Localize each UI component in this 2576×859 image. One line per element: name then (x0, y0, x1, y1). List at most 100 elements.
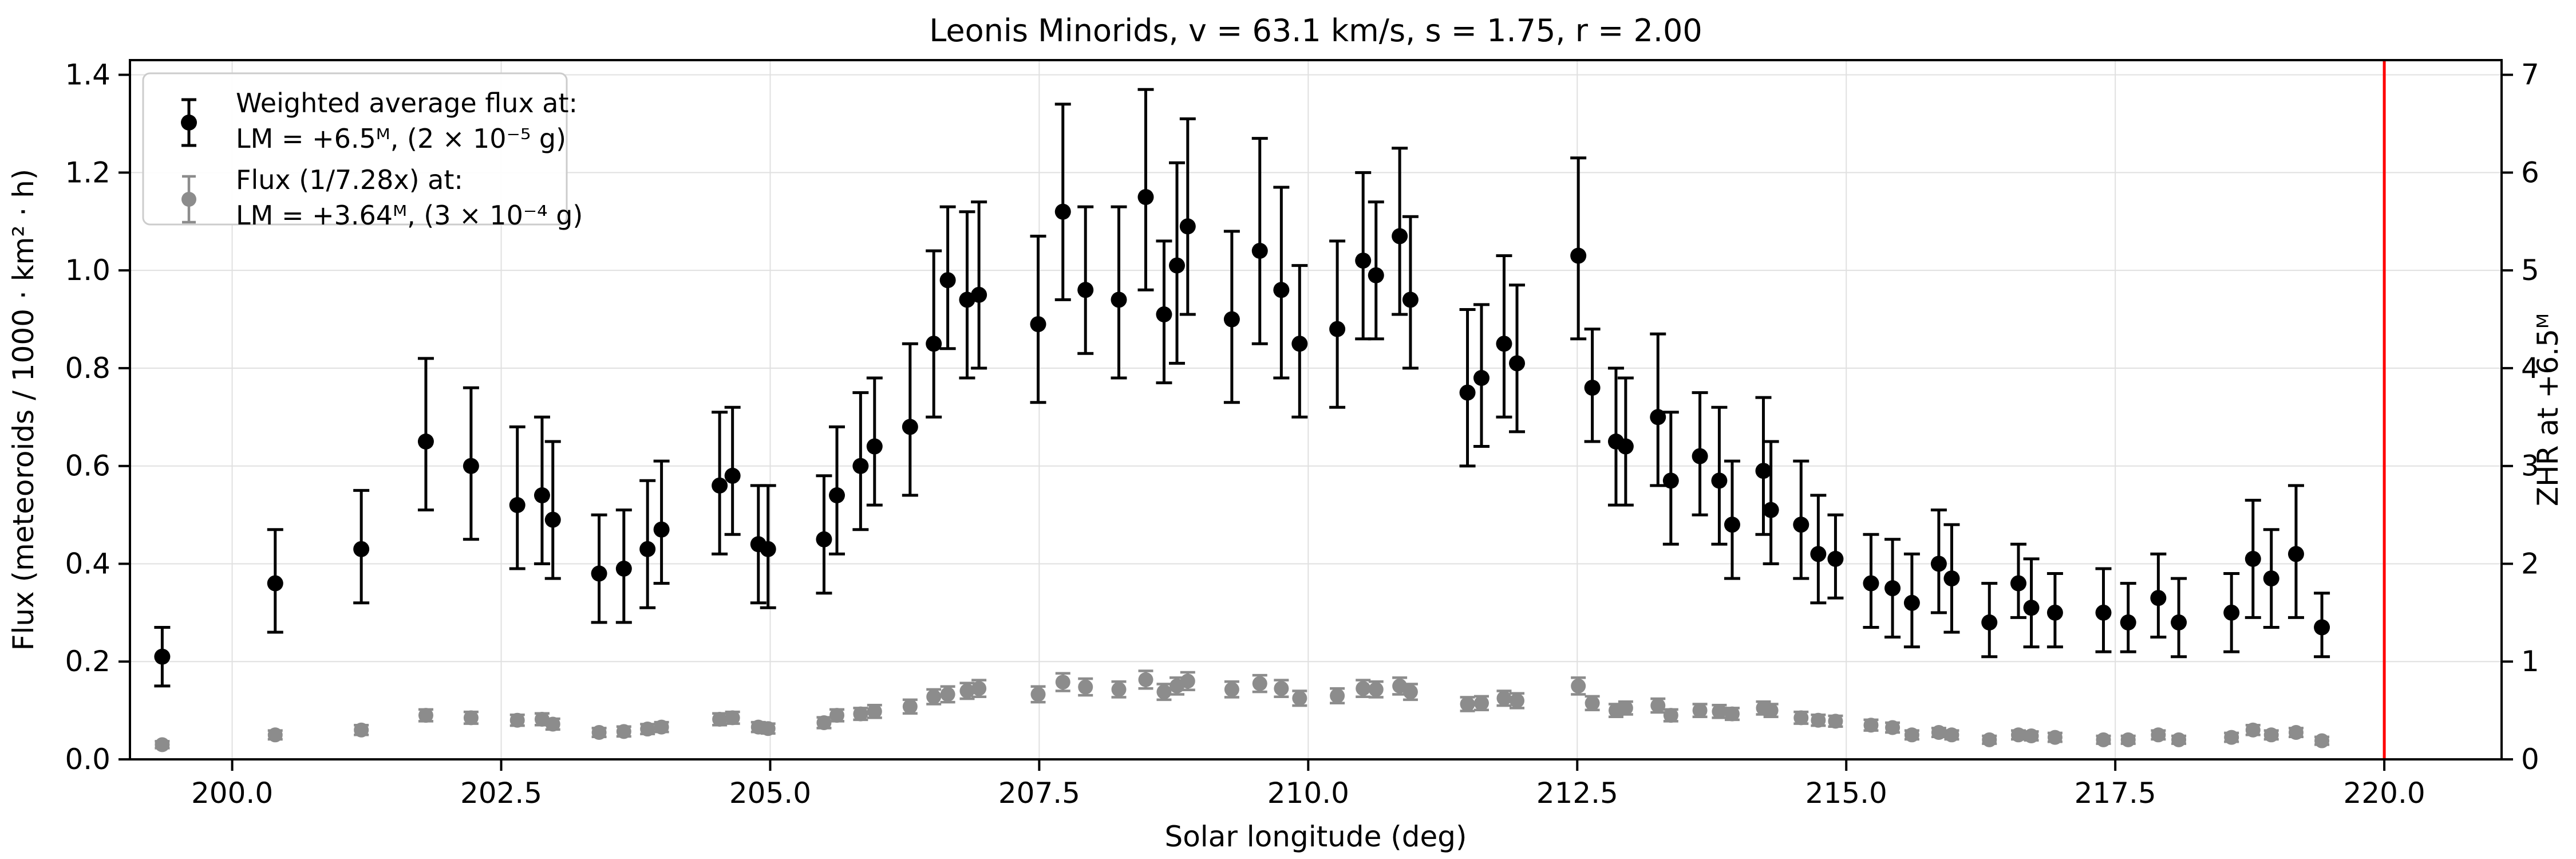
errorbar-point (1292, 689, 1307, 707)
data-point-marker (1724, 517, 1740, 533)
errorbar-point (2120, 732, 2136, 747)
errorbar-point (1111, 680, 1127, 699)
errorbar-point (1811, 712, 1826, 728)
errorbar-marker-icon (181, 98, 197, 147)
errorbar-point (2223, 572, 2240, 653)
data-point-marker (1903, 594, 1920, 611)
errorbar-point (2150, 552, 2167, 639)
errorbar-point (1078, 677, 1093, 697)
errorbar-point (2314, 592, 2330, 659)
data-point-marker (2010, 727, 2026, 743)
errorbar-marker-icon (181, 175, 196, 224)
data-point-marker (1827, 550, 1844, 567)
data-point-marker (639, 541, 656, 557)
data-point-marker (545, 716, 560, 732)
axis-ticks: 200.0 202.5 205.0 207.5 210.0 212.5 215.0 217.5… (65, 58, 2539, 810)
data-point-marker (1355, 253, 1372, 269)
data-point-marker (1473, 695, 1489, 711)
data-point-marker (2151, 727, 2166, 743)
errorbar-point (902, 342, 918, 497)
errorbar-point (615, 509, 632, 624)
errorbar-point (2245, 498, 2261, 619)
errorbar-point (2287, 484, 2304, 619)
data-point-marker (1650, 409, 1666, 425)
x-tick-label: 212.5 (1536, 777, 1618, 810)
x-axis-label: Solar longitude (deg) (1164, 820, 1467, 853)
data-point-marker (267, 727, 283, 743)
errorbar-point (1510, 692, 1525, 710)
x-tick-label: 200.0 (191, 777, 273, 810)
data-point-marker (1224, 681, 1239, 697)
data-point-marker (1755, 463, 1772, 479)
y-right-tick-label: 2 (2521, 547, 2539, 580)
errorbar-point (1356, 679, 1371, 698)
errorbar-point (2263, 727, 2279, 743)
errorbar-point (750, 484, 767, 605)
data-point-marker (1618, 700, 1633, 716)
errorbar-point (1692, 703, 1708, 718)
errorbar-point (1137, 88, 1154, 291)
errorbar-point (1402, 683, 1418, 702)
errorbar-point (1223, 230, 1240, 404)
x-tick-label: 220.0 (2344, 777, 2425, 810)
data-point-marker (724, 467, 741, 484)
data-point-marker (640, 722, 655, 737)
errorbar-point (2314, 733, 2330, 748)
errorbar-point (1943, 523, 1960, 634)
errorbar-point (1981, 582, 1998, 659)
data-point-marker (1252, 676, 1267, 691)
y-right-tick-label: 6 (2521, 156, 2539, 189)
y-axis-label-left: Flux (meteoroids / 1000 · km² · h) (7, 169, 40, 651)
x-tick-label: 205.0 (729, 777, 811, 810)
data-point-marker (1617, 438, 1634, 455)
errorbar-point (1180, 671, 1195, 692)
data-point-marker (1223, 311, 1240, 328)
data-point-marker (1392, 228, 1408, 245)
data-point-marker (1793, 517, 1809, 533)
data-point-marker (2024, 728, 2039, 744)
data-point-marker (653, 521, 670, 538)
errorbar-point (2288, 725, 2304, 740)
data-point-marker (353, 541, 370, 557)
data-point-marker (1473, 370, 1490, 386)
data-point-marker (1585, 695, 1600, 711)
data-point-marker (2010, 575, 2026, 592)
errorbar-point (2151, 727, 2166, 743)
data-point-marker (1943, 570, 1960, 587)
errorbar-point (926, 688, 942, 706)
data-point-marker (1763, 502, 1779, 518)
series-gray-flux (155, 669, 2330, 752)
data-point-marker (1828, 714, 1843, 729)
errorbar-point (1724, 459, 1740, 580)
errorbar-point (866, 376, 883, 507)
errorbar-point (591, 725, 607, 740)
data-point-marker (1138, 672, 1153, 687)
errorbar-point (1810, 494, 1827, 605)
data-point-marker (867, 704, 882, 719)
errorbar-point (1793, 459, 1809, 580)
errorbar-point (1763, 703, 1779, 718)
errorbar-point (939, 205, 956, 350)
data-point-marker (2047, 730, 2063, 745)
errorbar-point (654, 719, 669, 735)
errorbar-point (354, 722, 369, 738)
errorbar-point (1863, 718, 1879, 733)
data-point-marker (1662, 472, 1679, 489)
data-point-marker (1460, 696, 1475, 712)
errorbar-point (2024, 728, 2039, 744)
data-point-marker (154, 648, 171, 665)
errorbar-point (2095, 567, 2112, 653)
data-point-marker (829, 487, 846, 503)
errorbar-point (1156, 239, 1172, 385)
errorbar-point (509, 425, 526, 570)
x-tick-label: 217.5 (2075, 777, 2156, 810)
data-point-marker (959, 683, 975, 699)
data-point-marker (1650, 698, 1666, 714)
errorbar-point (853, 706, 868, 722)
data-point-marker (155, 737, 170, 752)
errorbar-point (1884, 538, 1901, 639)
errorbar-point (1460, 696, 1475, 712)
errorbar-point (1030, 234, 1046, 404)
data-point-marker (2171, 614, 2187, 631)
data-point-marker (2287, 546, 2304, 562)
